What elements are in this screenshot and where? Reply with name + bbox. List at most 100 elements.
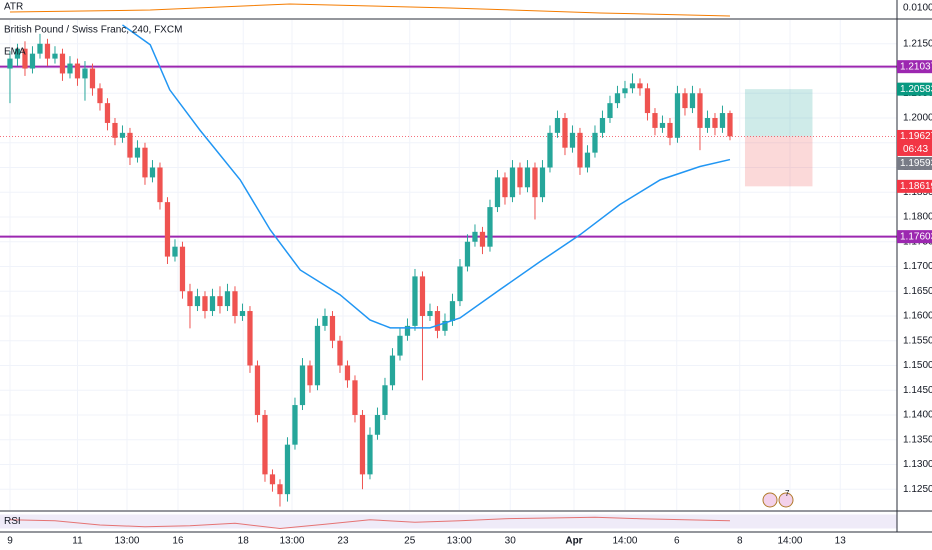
candle-body <box>89 68 96 89</box>
x-tick-label: 9 <box>7 536 13 547</box>
y-tick-label: 1.14000 <box>903 410 932 421</box>
y-tick-label: 1.14500 <box>903 385 932 396</box>
candle-body <box>509 167 516 198</box>
candle-body <box>539 167 546 198</box>
y-tick-label: 1.18000 <box>903 212 932 223</box>
candle-body <box>584 152 591 168</box>
candle-body <box>209 296 216 312</box>
y-tick-label: 1.16500 <box>903 286 932 297</box>
price-tag <box>897 230 932 244</box>
price-tag-label: 1.21037 <box>900 61 932 72</box>
x-tick-label: 30 <box>505 536 517 547</box>
candle-body <box>404 325 411 336</box>
price-tag <box>897 60 932 74</box>
candle-body <box>67 63 73 74</box>
candle-body <box>284 444 291 495</box>
candle-body <box>202 296 208 312</box>
candle-body <box>247 311 253 366</box>
pane-line <box>9 3 730 17</box>
x-tick-label: 13:00 <box>279 536 304 547</box>
candle-body <box>59 53 66 74</box>
candle-body <box>119 132 126 138</box>
candle-body <box>299 365 306 406</box>
candle-body <box>449 301 456 321</box>
candle-body <box>52 53 58 59</box>
x-tick-label: 13:00 <box>447 536 472 547</box>
candle-body <box>434 311 441 331</box>
candle-body <box>164 202 171 257</box>
candle-body <box>719 113 726 128</box>
candle-body <box>112 122 118 138</box>
pane-title: ATR <box>4 2 23 13</box>
candle-body <box>344 365 351 381</box>
candle-body <box>322 315 328 326</box>
badge-icon <box>778 492 794 508</box>
candle-body <box>667 122 673 138</box>
y-tick-label: 1.13000 <box>903 459 932 470</box>
candle-body <box>517 167 523 188</box>
x-tick-label: Apr <box>565 536 582 547</box>
candle-body <box>622 88 628 94</box>
candle-body <box>22 48 28 69</box>
candle-body <box>704 118 711 128</box>
price-tag <box>897 179 932 193</box>
candle-body <box>254 365 261 415</box>
candle-body <box>44 43 51 59</box>
pane-tick-label: 0.01000 <box>903 2 932 13</box>
candle-body <box>569 132 576 148</box>
y-tick-label: 1.16000 <box>903 311 932 322</box>
badge-icon <box>762 492 778 508</box>
candle-body <box>487 207 493 247</box>
candle-body <box>427 311 433 316</box>
candle-body <box>262 414 268 475</box>
candle-body <box>644 88 651 114</box>
candle-body <box>292 405 298 445</box>
candle-body <box>682 93 688 109</box>
candle-body <box>187 291 193 307</box>
candle-body <box>689 93 696 109</box>
chart-title: British Pound / Swiss Franc, 240, FXCM <box>4 25 182 36</box>
candle-body <box>142 147 148 178</box>
x-tick-label: 14:00 <box>612 536 637 547</box>
candle-body <box>149 167 156 178</box>
candle-body <box>172 246 178 257</box>
candle-body <box>127 132 133 158</box>
candle-body <box>82 68 88 79</box>
pane-title: RSI <box>4 516 21 527</box>
price-tag <box>897 156 932 170</box>
candle-body <box>134 147 141 158</box>
candle-body <box>74 63 81 79</box>
price-tag-label: 1.20583 <box>900 84 932 95</box>
price-tag-label: 1.17603 <box>900 231 932 242</box>
candle-body <box>367 434 373 475</box>
candle-body <box>614 93 621 104</box>
candle-body <box>194 296 201 307</box>
candle-body <box>629 83 636 89</box>
x-tick-label: 25 <box>404 536 416 547</box>
candle-body <box>599 118 606 133</box>
candle-body <box>554 118 561 133</box>
candle-body <box>352 380 358 415</box>
candle-body <box>269 474 276 485</box>
candle-body <box>374 414 381 435</box>
candle-body <box>524 167 531 188</box>
indicator-label: EMA <box>4 47 26 58</box>
countdown-label: 06:43 <box>903 144 928 155</box>
candle-body <box>457 266 463 302</box>
candle-body <box>547 132 553 168</box>
candle-body <box>314 325 321 386</box>
candle-body <box>562 118 568 148</box>
y-tick-label: 1.12500 <box>903 484 932 495</box>
candle-body <box>224 291 231 307</box>
x-tick-label: 11 <box>72 536 83 547</box>
x-tick-label: 8 <box>737 536 743 547</box>
price-tag-label: 1.18619 <box>900 181 932 192</box>
candle-body <box>359 414 366 475</box>
pane-line <box>9 516 730 530</box>
candle-body <box>37 43 43 54</box>
candle-body <box>637 83 643 89</box>
candle-body <box>14 48 21 59</box>
price-tag <box>897 82 932 96</box>
candle-body <box>157 167 163 203</box>
